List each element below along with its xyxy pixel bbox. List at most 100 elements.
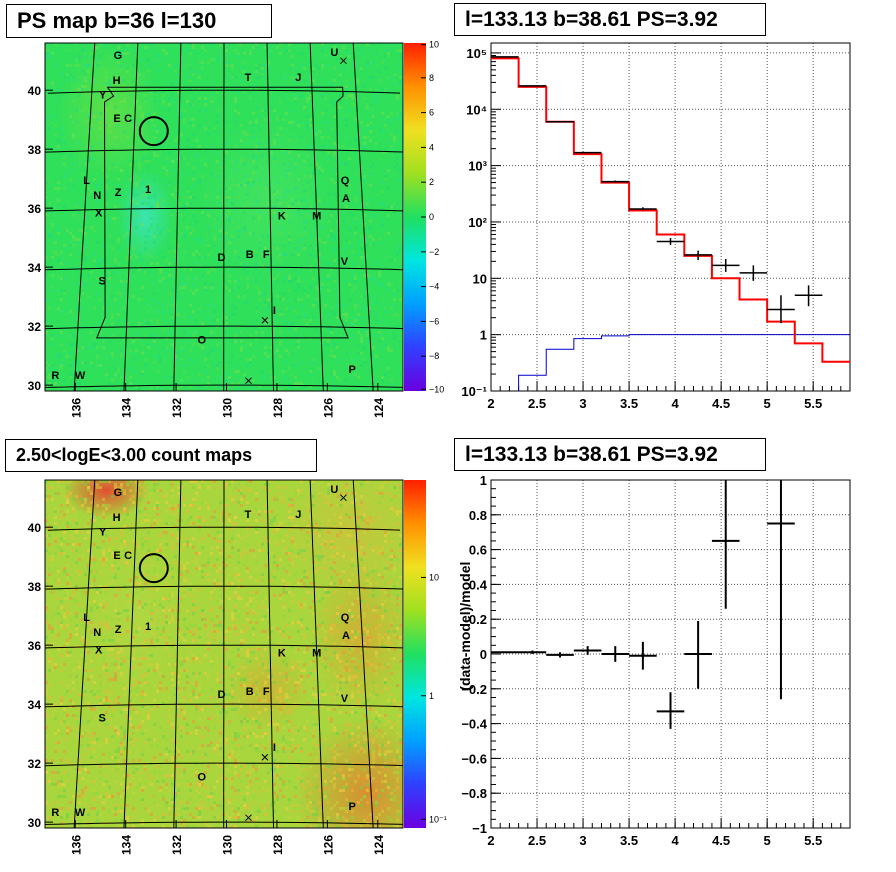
- colorbar-tick-label: 10: [429, 40, 439, 50]
- count-map-emission-region: [62, 480, 149, 519]
- source-label: U: [330, 484, 338, 496]
- source-label: F: [263, 249, 270, 261]
- l-tick-label: 134: [120, 398, 134, 418]
- data-point: [794, 285, 823, 307]
- parallel-line: [45, 148, 403, 153]
- y-tick-label: 10⁴: [466, 102, 487, 117]
- count-map: G U H T J YE C L Q Z 1 N A X K M D B F V S I O P R W: [45, 480, 403, 828]
- data-point: [601, 180, 630, 183]
- b-tick-label: 30: [28, 816, 42, 830]
- background-model-histogram: [518, 334, 850, 391]
- l-tick-label: 130: [221, 835, 235, 855]
- source-label: M: [312, 648, 321, 660]
- x-tick-label: 5.5: [804, 833, 822, 848]
- colorbar-tick-label: 8: [429, 73, 434, 83]
- count-colorbar: 10 1 10⁻¹: [404, 480, 447, 828]
- y-tick-label: 1: [480, 473, 487, 488]
- x-tick-label: 5: [764, 396, 771, 411]
- l-tick-label: 126: [321, 835, 335, 855]
- residual-point: [573, 646, 602, 655]
- source-label: O: [197, 334, 206, 346]
- parallel-line: [45, 384, 403, 389]
- b-tick-label: 40: [28, 84, 42, 98]
- source-label: V: [341, 256, 349, 268]
- source-label: D: [217, 252, 225, 264]
- l-tick-label: 136: [69, 835, 83, 855]
- data-point: [767, 295, 795, 324]
- colorbar-tick-label: 10⁻¹: [429, 814, 447, 824]
- source-label: I: [273, 305, 276, 317]
- meridian-line: [266, 43, 275, 391]
- source-label: D: [217, 689, 225, 701]
- count-map-image: G U H T J YE C L Q Z 1 N A X K M D B F V S I O P R W: [45, 480, 403, 828]
- parallel-line: [45, 762, 403, 767]
- ps-map-emission-region: [116, 168, 174, 266]
- meridian-line: [173, 480, 182, 828]
- residual-frame: [490, 479, 851, 829]
- source-label: Q: [341, 612, 350, 624]
- ps-map-pixel-noise: [45, 43, 403, 391]
- source-label: Y: [99, 527, 107, 539]
- parallel-line: [45, 207, 403, 212]
- count-map-sources: G U H T J YE C L Q Z 1 N A X K M D B F V S I O P R W: [51, 484, 356, 822]
- l-tick-label: 130: [221, 398, 235, 418]
- data-point: [739, 265, 768, 281]
- source-label: W: [75, 807, 86, 819]
- y-tick-label: 1: [480, 328, 487, 343]
- source-label: R: [51, 807, 59, 819]
- source-label: M: [312, 211, 321, 223]
- data-point: [629, 207, 657, 211]
- source-label: G: [114, 50, 123, 62]
- y-tick-label: 10⁵: [466, 46, 487, 61]
- meridian-line: [352, 43, 374, 391]
- source-cross: [245, 814, 252, 822]
- source-label: T: [245, 72, 252, 84]
- y-tick-label: 10: [473, 271, 487, 286]
- source-label: P: [348, 364, 355, 376]
- source-label: H: [113, 75, 121, 87]
- residual-point: [767, 480, 795, 700]
- colorbar-tick-label: −6: [429, 316, 439, 326]
- colorbar-tick-label: 10: [429, 572, 439, 582]
- colorbar-tick-label: 0: [429, 212, 434, 222]
- source-label: 1: [145, 184, 151, 196]
- y-tick-label: 0.2: [469, 612, 487, 627]
- b-tick-label: 38: [28, 580, 42, 594]
- source-label: U: [330, 47, 338, 59]
- meridian-line: [309, 480, 324, 828]
- x-tick-label: 2: [487, 396, 494, 411]
- data-point: [518, 85, 547, 87]
- source-cross: [340, 494, 347, 502]
- y-tick-label: 0: [480, 647, 487, 662]
- residual-point: [518, 650, 547, 654]
- source-label: K: [278, 211, 286, 223]
- source-label: Y: [99, 90, 107, 102]
- source-label: S: [98, 275, 105, 287]
- source-label: L: [83, 612, 90, 624]
- y-tick-label: 10⁻¹: [461, 384, 487, 399]
- ps-map-title: PS map b=36 l=130: [6, 4, 272, 38]
- source-label: Z: [115, 624, 122, 636]
- residual-point: [546, 652, 574, 658]
- b-tick-label: 30: [28, 379, 42, 393]
- y-axis-label: (data-model)/model: [457, 562, 473, 691]
- data-point: [546, 121, 574, 123]
- meridian-line: [73, 480, 96, 828]
- residual-grid: [490, 479, 850, 829]
- colorbar-tick-label: 6: [429, 108, 434, 118]
- y-tick-label: 0.8: [469, 508, 487, 523]
- colorbar-tick-label: 1: [429, 691, 434, 701]
- source-label: K: [278, 648, 286, 660]
- source-label: E: [113, 113, 120, 125]
- y-tick-label: −0.8: [461, 786, 487, 801]
- selected-source-circle: [138, 553, 169, 584]
- residual-chart: 2 2.5 3 3.5 4 4.5 5 5.5 −1 −0.8 −0.6 −0.4 −0.2 0 0.2 0.…: [457, 473, 851, 848]
- residual-point: [684, 620, 712, 689]
- x-tick-label: 2: [487, 833, 494, 848]
- source-label: C: [124, 550, 132, 562]
- data-point: [684, 250, 712, 261]
- source-label: J: [295, 509, 301, 521]
- source-label: O: [197, 771, 206, 783]
- b-tick-label: 34: [28, 698, 42, 712]
- source-label: W: [75, 370, 86, 382]
